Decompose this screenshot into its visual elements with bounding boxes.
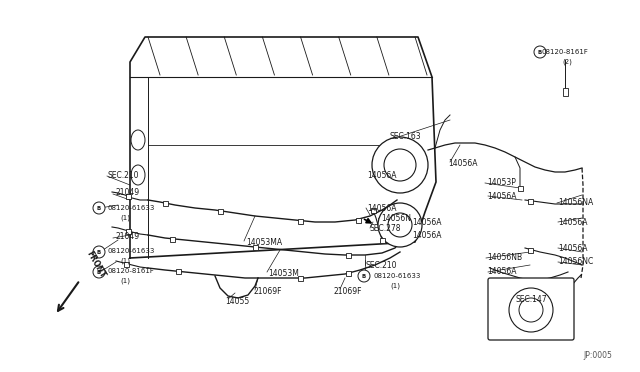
Text: 21069F: 21069F — [334, 288, 362, 296]
Circle shape — [388, 213, 412, 237]
Text: (1): (1) — [390, 283, 400, 289]
Text: B: B — [538, 49, 542, 55]
Text: SEC.147: SEC.147 — [516, 295, 548, 304]
Text: 14056A: 14056A — [412, 231, 442, 240]
Text: (2): (2) — [562, 59, 572, 65]
Text: 21069F: 21069F — [254, 288, 282, 296]
Text: (1): (1) — [120, 258, 130, 264]
Circle shape — [509, 288, 553, 332]
Text: SEC.210: SEC.210 — [108, 170, 140, 180]
Text: 14056A: 14056A — [558, 218, 588, 227]
Text: 21049: 21049 — [115, 187, 139, 196]
Bar — [518, 186, 522, 190]
Bar — [175, 269, 180, 273]
Circle shape — [372, 137, 428, 193]
Bar — [527, 199, 532, 203]
Text: 14053MA: 14053MA — [246, 237, 282, 247]
Text: 21049: 21049 — [115, 231, 139, 241]
Text: 08120-61633: 08120-61633 — [108, 248, 156, 254]
Text: 14053P: 14053P — [487, 177, 516, 186]
Text: 08120-61633: 08120-61633 — [108, 205, 156, 211]
Text: 14056A: 14056A — [412, 218, 442, 227]
Text: 14056A: 14056A — [487, 267, 516, 276]
Text: 14053M: 14053M — [268, 269, 299, 278]
Text: 14056NC: 14056NC — [558, 257, 593, 266]
Text: 14056NA: 14056NA — [558, 198, 593, 206]
Bar — [346, 253, 351, 257]
Bar — [355, 218, 360, 222]
Text: B: B — [362, 273, 366, 279]
Text: 14056A: 14056A — [558, 244, 588, 253]
Text: B: B — [97, 205, 101, 211]
Circle shape — [93, 246, 105, 258]
Text: FRONT: FRONT — [85, 250, 108, 280]
Text: SEC.278: SEC.278 — [370, 224, 401, 232]
Circle shape — [93, 266, 105, 278]
Bar — [125, 193, 131, 199]
Text: 14056NB: 14056NB — [487, 253, 522, 263]
Text: SEC.210: SEC.210 — [365, 260, 397, 269]
Text: 14056A: 14056A — [487, 192, 516, 201]
Text: (1): (1) — [120, 278, 130, 284]
Text: 14056N: 14056N — [381, 214, 411, 222]
Bar — [298, 218, 303, 224]
Text: 14056A: 14056A — [448, 158, 477, 167]
Circle shape — [358, 270, 370, 282]
Bar — [124, 262, 129, 266]
Bar — [563, 88, 568, 96]
Text: 08120-61633: 08120-61633 — [373, 273, 420, 279]
Circle shape — [93, 202, 105, 214]
Bar — [253, 244, 257, 250]
Text: JP:0005: JP:0005 — [583, 350, 612, 359]
Bar — [170, 237, 175, 241]
FancyBboxPatch shape — [488, 278, 574, 340]
Bar — [218, 208, 223, 214]
Bar — [371, 208, 376, 212]
Text: 08120-8161F: 08120-8161F — [108, 268, 155, 274]
Circle shape — [519, 298, 543, 322]
Text: SEC.163: SEC.163 — [390, 131, 422, 141]
Text: B: B — [97, 250, 101, 254]
Circle shape — [384, 149, 416, 181]
Text: B: B — [97, 269, 101, 275]
Text: 14055: 14055 — [225, 298, 249, 307]
Bar — [527, 247, 532, 253]
Text: 08120-8161F: 08120-8161F — [542, 49, 589, 55]
Ellipse shape — [131, 130, 145, 150]
Circle shape — [378, 203, 422, 247]
Ellipse shape — [131, 165, 145, 185]
Bar — [380, 237, 385, 243]
Text: (1): (1) — [120, 215, 130, 221]
Bar — [163, 201, 168, 205]
Bar — [298, 276, 303, 280]
Text: 14056A: 14056A — [367, 203, 397, 212]
Circle shape — [534, 46, 546, 58]
Bar — [346, 270, 351, 276]
Bar — [125, 228, 131, 234]
Text: 14056A: 14056A — [367, 170, 397, 180]
